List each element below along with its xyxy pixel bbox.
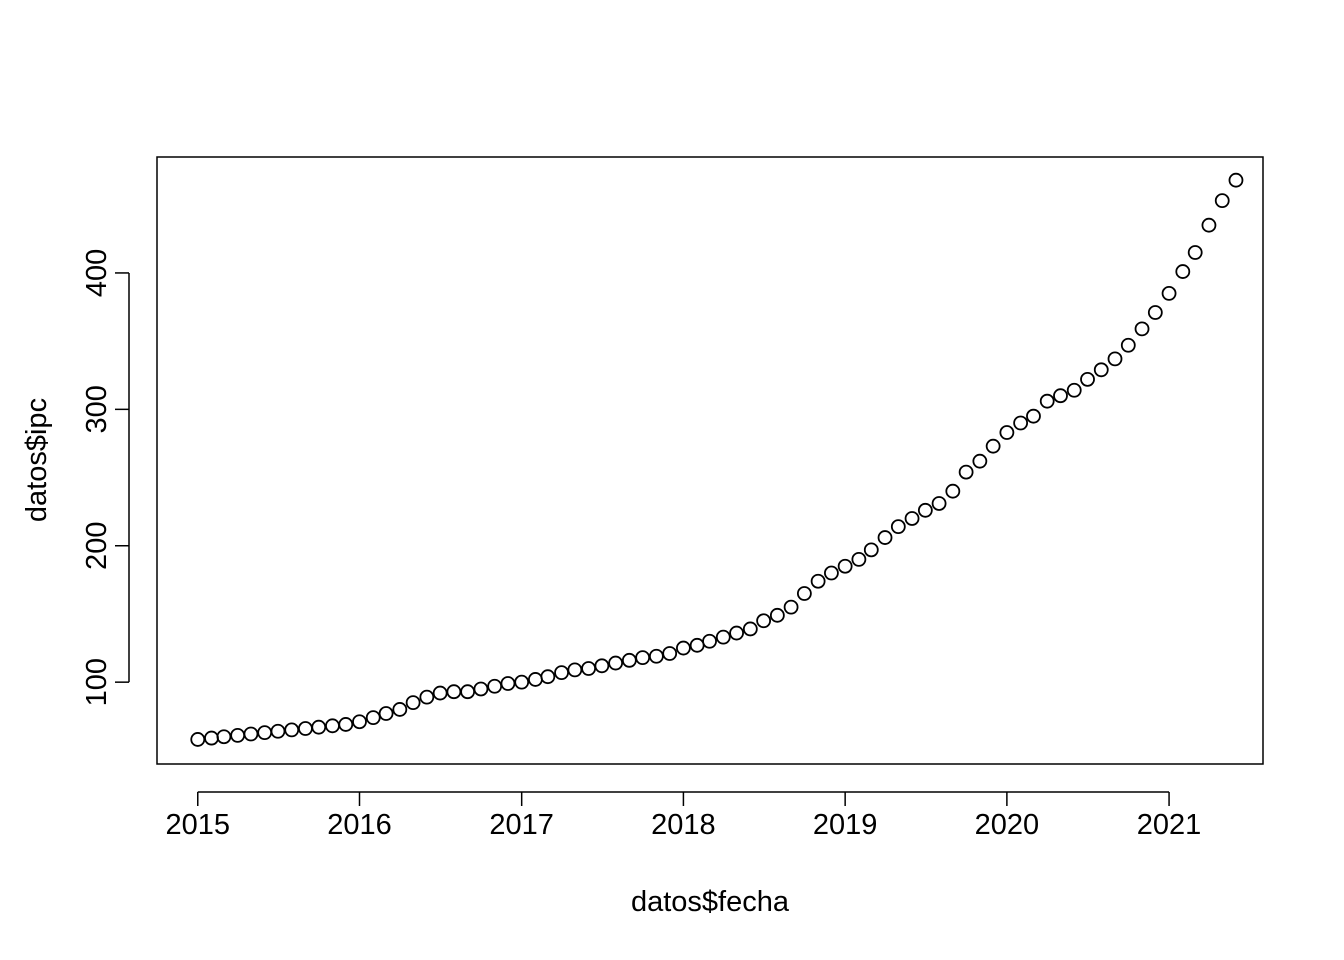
data-point <box>460 684 476 700</box>
data-point <box>311 719 327 735</box>
data-point <box>769 607 785 623</box>
data-point <box>1201 217 1217 233</box>
data-point <box>528 672 543 687</box>
data-point <box>837 558 853 574</box>
x-axis: 2015 2016 2017 2018 2019 2020 2021 <box>166 791 1202 841</box>
data-point <box>904 511 920 526</box>
data-point <box>581 661 596 676</box>
data-point <box>689 637 705 653</box>
data-point <box>863 542 879 558</box>
data-point <box>715 629 731 645</box>
data-point <box>392 702 408 717</box>
data-point <box>676 640 691 656</box>
data-point <box>243 726 259 742</box>
data-point <box>325 718 340 734</box>
data-point <box>1161 286 1177 301</box>
data-point <box>257 725 273 741</box>
data-point <box>284 722 300 738</box>
data-point <box>352 714 367 730</box>
data-point <box>446 684 462 700</box>
data-point <box>204 730 219 746</box>
data-point <box>405 695 421 711</box>
data-point <box>917 502 933 518</box>
y-axis: 100 200 300 400 <box>81 249 130 706</box>
data-point <box>338 717 354 732</box>
data-point <box>1175 264 1191 279</box>
data-point <box>1147 305 1163 320</box>
data-points <box>190 172 1244 747</box>
data-point <box>1093 362 1109 378</box>
data-point <box>230 727 246 743</box>
data-point <box>1080 371 1095 387</box>
data-point <box>824 565 839 581</box>
data-point <box>1187 245 1203 260</box>
data-point <box>1120 337 1136 353</box>
data-point <box>473 681 489 697</box>
data-point <box>945 483 961 499</box>
data-point <box>270 723 286 739</box>
data-point <box>554 665 569 681</box>
data-point <box>1053 388 1068 404</box>
data-point <box>648 648 664 664</box>
data-point <box>487 678 503 694</box>
data-point <box>216 729 232 745</box>
plot-frame <box>156 156 1264 765</box>
data-point <box>702 633 717 649</box>
data-point <box>432 685 448 701</box>
data-point <box>1026 408 1041 424</box>
data-point <box>635 650 651 666</box>
data-point <box>419 689 435 705</box>
data-point <box>621 652 637 668</box>
y-tick-label: 100 <box>81 658 113 706</box>
data-point <box>662 646 678 661</box>
data-point <box>567 662 583 678</box>
y-tick-label: 300 <box>81 385 113 433</box>
y-axis-title: datos$ipc <box>21 398 53 522</box>
data-point <box>729 625 744 641</box>
data-point <box>756 613 772 629</box>
y-tick-label: 200 <box>81 522 113 570</box>
data-point <box>851 551 867 567</box>
data-point <box>1039 393 1055 409</box>
data-point <box>1228 172 1244 188</box>
data-point <box>365 710 381 726</box>
data-point <box>514 674 530 690</box>
x-tick-label: 2017 <box>489 809 554 841</box>
data-point <box>796 586 812 601</box>
data-point <box>742 621 758 637</box>
data-point <box>1107 351 1123 367</box>
data-point <box>298 721 313 736</box>
data-point <box>999 425 1015 440</box>
data-point <box>1134 321 1150 337</box>
data-point <box>594 658 610 674</box>
data-point <box>958 464 974 480</box>
x-tick-label: 2020 <box>975 809 1040 841</box>
x-tick-label: 2015 <box>166 809 231 841</box>
data-point <box>608 655 624 671</box>
data-point <box>190 732 206 747</box>
data-point <box>540 669 556 685</box>
data-point <box>877 530 893 545</box>
x-axis-title: datos$fecha <box>631 886 790 918</box>
data-point <box>931 496 947 511</box>
x-tick-label: 2021 <box>1137 809 1202 841</box>
x-tick-label: 2016 <box>327 809 392 841</box>
y-tick-label: 400 <box>81 249 113 297</box>
data-point <box>810 573 826 589</box>
x-tick-label: 2018 <box>651 809 716 841</box>
data-point <box>972 453 988 469</box>
x-tick-label: 2019 <box>813 809 878 841</box>
data-point <box>985 438 1001 454</box>
data-point <box>378 706 394 721</box>
data-point <box>500 676 516 691</box>
data-point <box>1013 415 1029 431</box>
data-point <box>1214 193 1230 209</box>
data-point <box>1066 382 1082 398</box>
data-point <box>783 599 799 615</box>
data-point <box>890 519 906 535</box>
